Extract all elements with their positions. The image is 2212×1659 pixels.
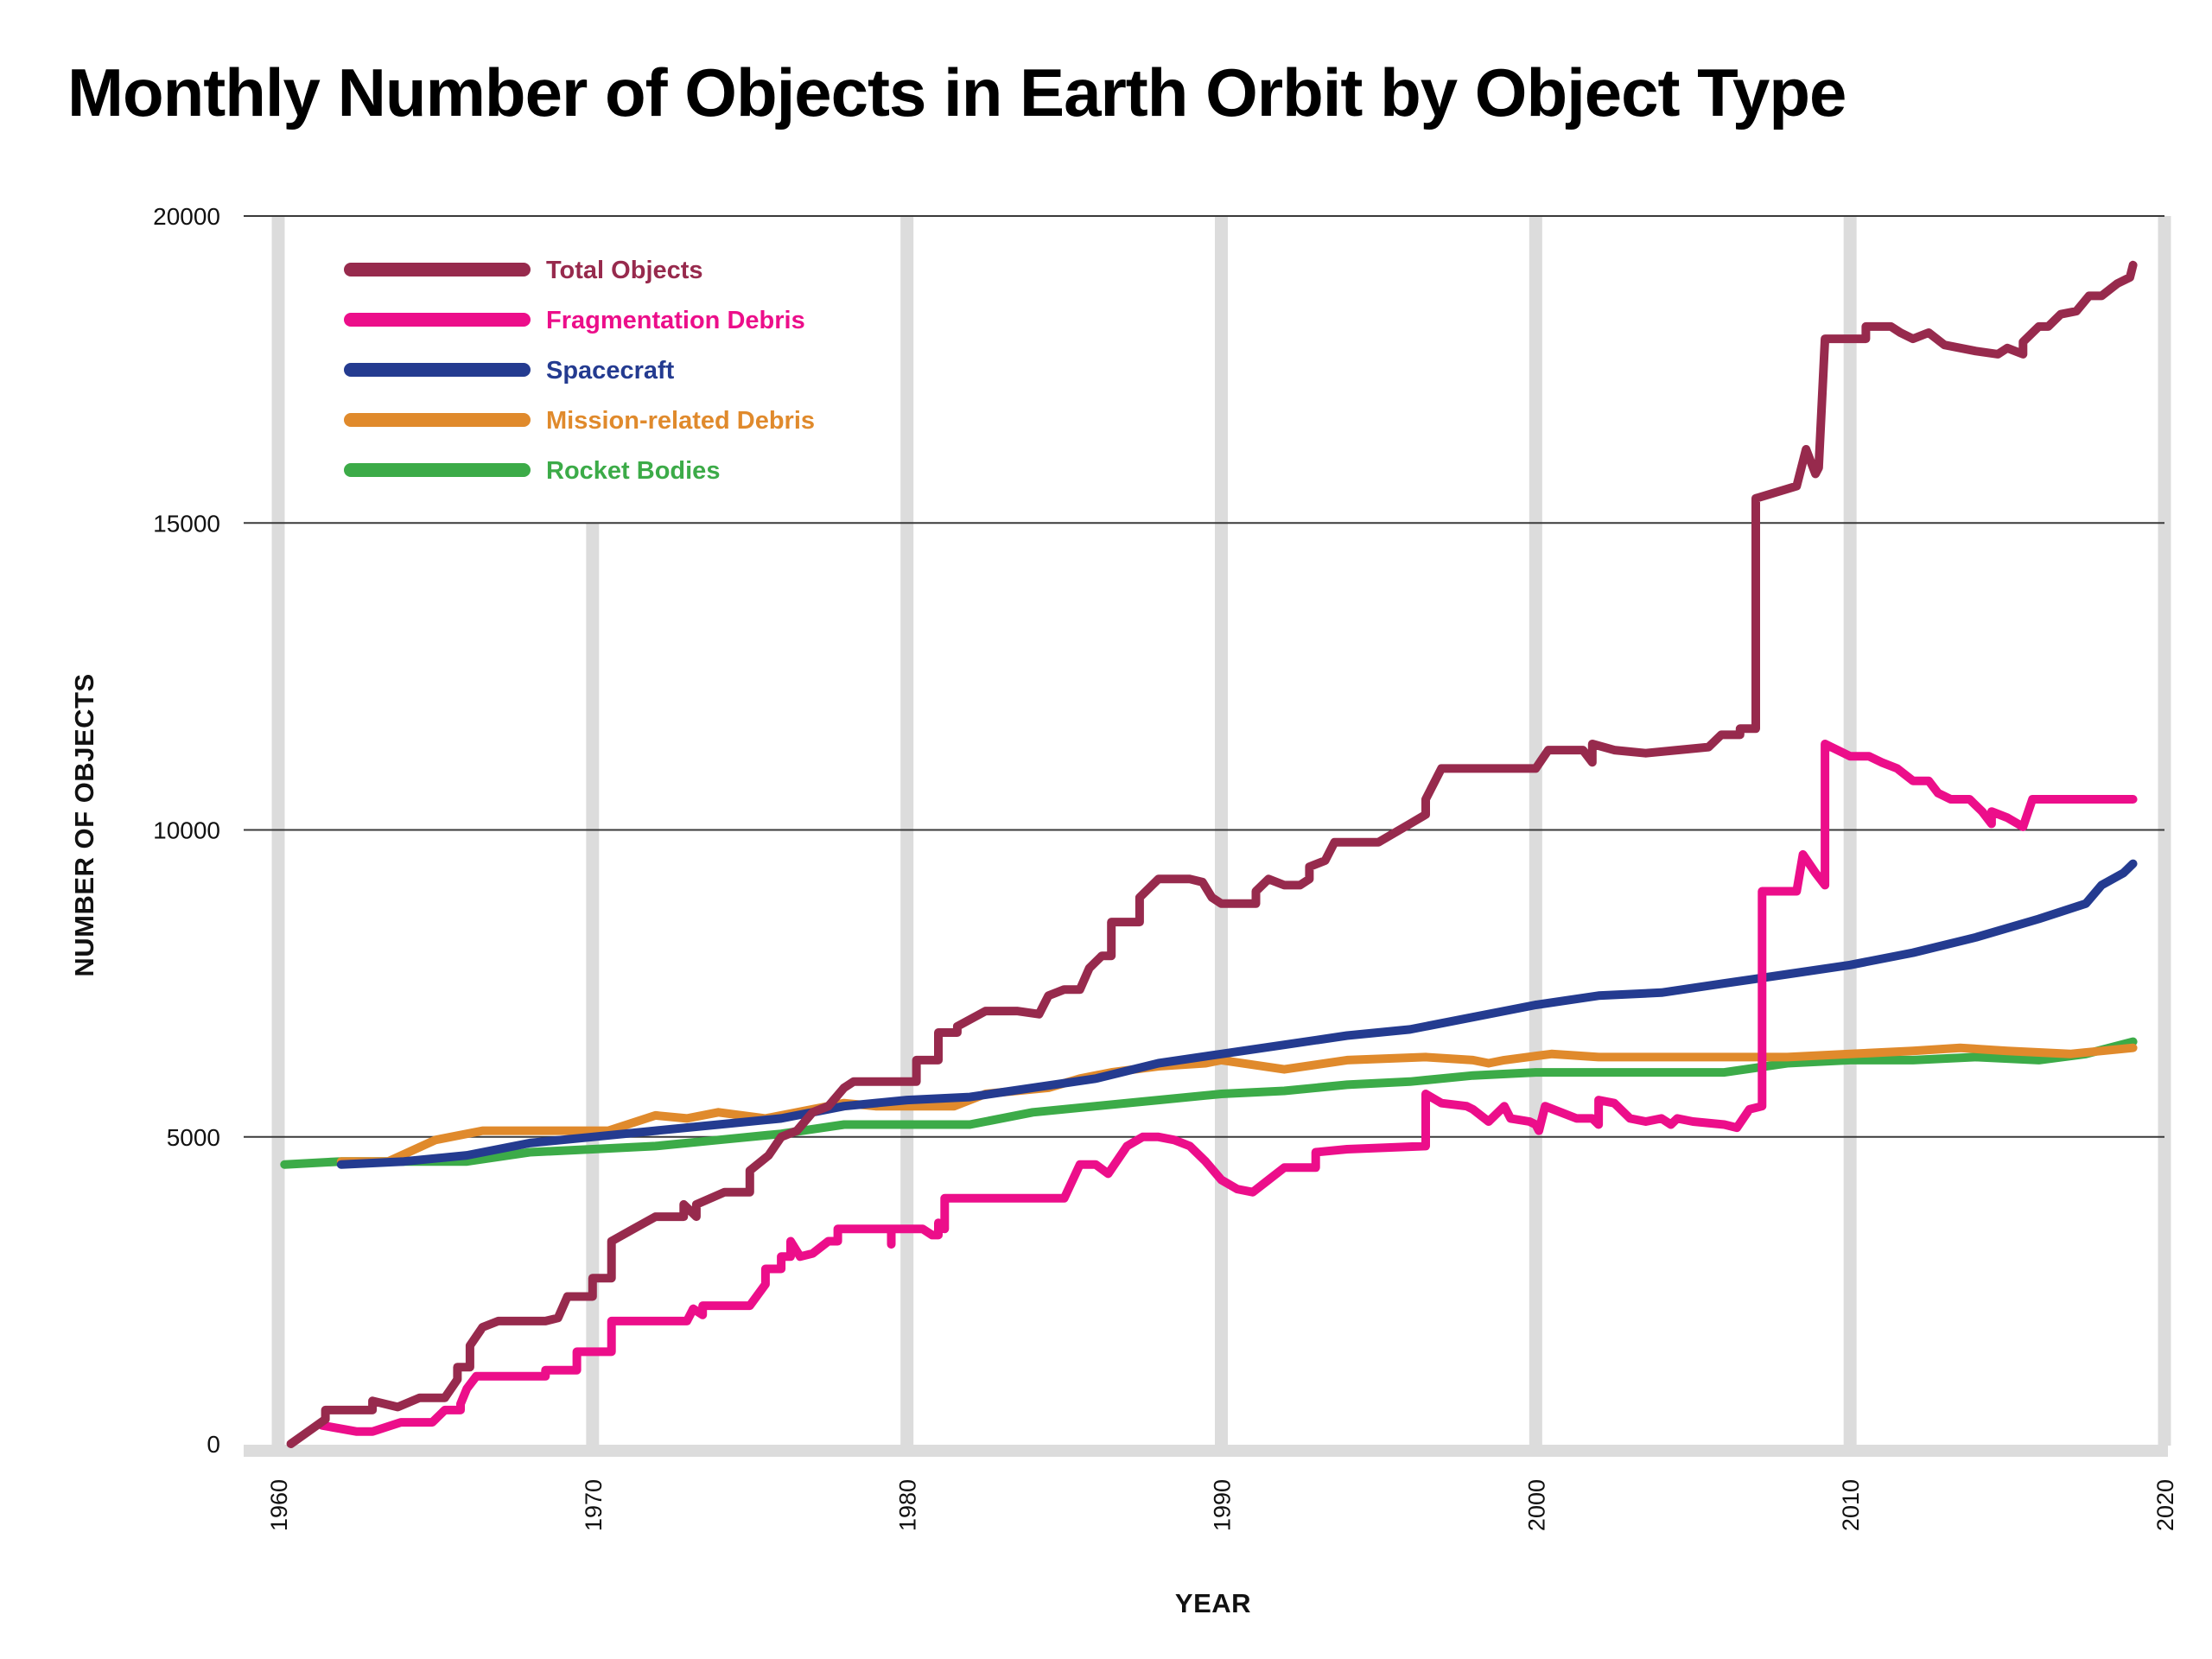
series-line-mission-related-debris <box>336 1043 2138 1166</box>
x-tick-label: 1970 <box>581 1479 607 1531</box>
series-line-rocket-bodies <box>280 1037 2138 1169</box>
y-axis-label: NUMBER OF OBJECTS <box>69 673 99 976</box>
y-tick-label: 10000 <box>153 817 220 844</box>
legend-label-fragmentation-debris: Fragmentation Debris <box>546 307 805 334</box>
x-tick-label: 2000 <box>1523 1479 1549 1531</box>
series-line-spacecraft <box>336 859 2138 1169</box>
x-axis-label: YEAR <box>1175 1588 1251 1618</box>
x-axis-ticks: 1960 1970 1980 1990 2000 2010 2020 <box>266 1479 2178 1531</box>
x-tick-label: 2020 <box>2152 1479 2178 1531</box>
y-tick-label: 15000 <box>153 510 220 537</box>
x-tick-label: 2010 <box>1838 1479 1864 1531</box>
x-tick-label: 1980 <box>895 1479 921 1531</box>
x-tick-label: 1960 <box>266 1479 292 1531</box>
y-tick-label: 20000 <box>153 203 220 230</box>
horizontal-grid-lines <box>244 215 2168 1457</box>
chart-title: Monthly Number of Objects in Earth Orbit… <box>67 54 1847 130</box>
series-line-fragmentation-debris <box>317 740 2138 1436</box>
y-axis-ticks: 0 5000 10000 15000 20000 <box>153 203 220 1458</box>
y-tick-label: 0 <box>207 1431 220 1458</box>
legend-label-rocket-bodies: Rocket Bodies <box>546 457 720 485</box>
series-line-total-objects <box>286 260 2138 1448</box>
legend-label-mission-related-debris: Mission-related Debris <box>546 407 815 435</box>
x-tick-label: 1990 <box>1210 1479 1236 1531</box>
legend-label-total-objects: Total Objects <box>546 257 703 284</box>
y-tick-label: 5000 <box>167 1124 220 1151</box>
legend: Total Objects Fragmentation Debris Spacecr… <box>344 257 815 485</box>
legend-label-spacecraft: Spacecraft <box>546 357 675 385</box>
series-lines <box>280 260 2138 1448</box>
